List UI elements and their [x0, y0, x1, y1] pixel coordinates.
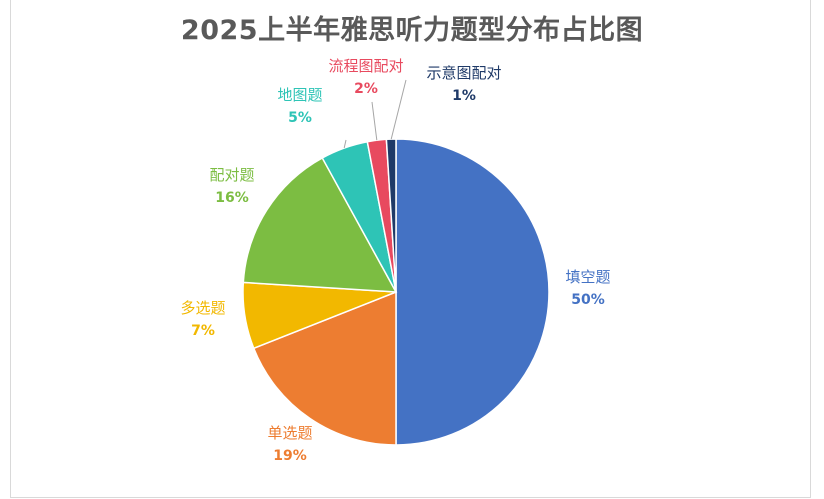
slice-value-6: 1%	[452, 88, 476, 104]
slice-value-0: 50%	[571, 292, 605, 308]
slice-value-3: 16%	[215, 190, 249, 206]
leader-line-4	[343, 139, 347, 149]
slice-value-5: 2%	[354, 81, 378, 97]
pie-slice-1	[252, 290, 397, 446]
slice-label-1: 单选题	[267, 424, 312, 442]
slice-label-0: 填空题	[565, 268, 610, 286]
pie-slice-6	[385, 138, 397, 293]
slice-label-2: 多选题	[180, 299, 225, 317]
leader-line-5	[371, 101, 378, 141]
slice-value-1: 19%	[273, 448, 307, 464]
pie-slice-3	[242, 156, 398, 293]
slice-label-5: 流程图配对	[328, 57, 403, 75]
slice-value-2: 7%	[191, 323, 215, 339]
slice-label-3: 配对题	[209, 166, 254, 184]
pie-slice-0	[395, 138, 550, 446]
leader-line-6	[390, 79, 407, 140]
slice-label-4: 地图题	[277, 86, 322, 104]
slice-value-4: 5%	[288, 110, 312, 126]
chart-title: 2025上半年雅思听力题型分布占比图	[180, 15, 644, 46]
slice-label-6: 示意图配对	[426, 64, 501, 82]
